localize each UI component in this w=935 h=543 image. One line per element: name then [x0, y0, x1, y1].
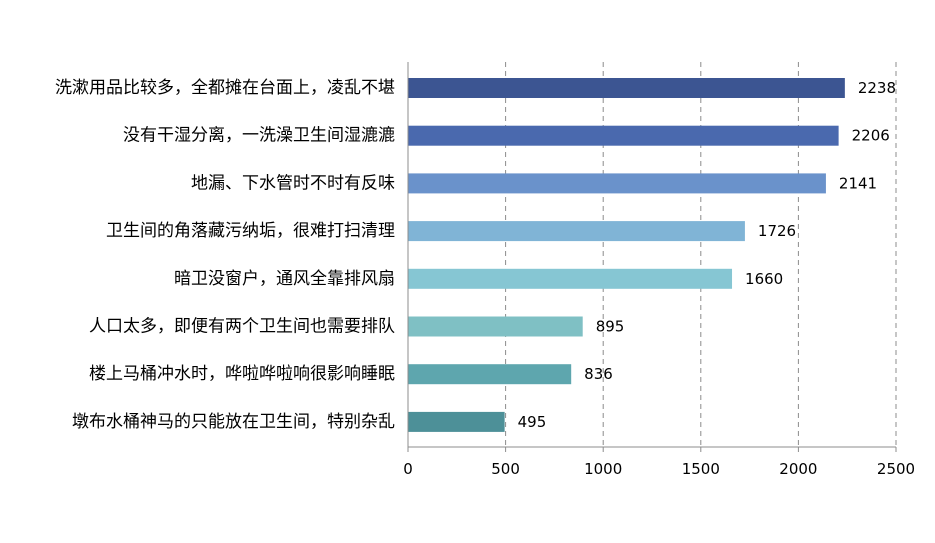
bar-5 [408, 268, 733, 289]
category-label-5: 暗卫没窗户，通风全靠排风扇 [174, 269, 395, 289]
bar-1 [408, 78, 845, 98]
category-label-6: 人口太多，即便有两个卫生间也需要排队 [89, 317, 395, 337]
bar-6 [408, 316, 583, 337]
bar-3 [408, 173, 826, 194]
category-label-8: 墩布水桶神马的只能放在卫生间，特别杂乱 [72, 412, 395, 432]
value-label-2: 2206 [852, 127, 890, 145]
value-label-1: 2238 [858, 79, 896, 97]
value-label-7: 836 [584, 365, 613, 383]
x-tick-label-500: 500 [491, 460, 520, 478]
value-label-6: 895 [596, 318, 625, 336]
bar-8 [408, 411, 505, 432]
x-tick-label-0: 0 [403, 460, 413, 478]
value-label-3: 2141 [839, 174, 877, 192]
value-label-8: 495 [518, 413, 547, 431]
x-tick-label-2500: 2500 [877, 460, 915, 478]
value-label-4: 1726 [758, 222, 796, 240]
x-tick-label-1500: 1500 [682, 460, 720, 478]
category-label-2: 没有干湿分离，一洗澡卫生间湿漉漉 [123, 126, 395, 146]
bar-2 [408, 125, 839, 146]
x-tick-label-2000: 2000 [779, 460, 817, 478]
value-label-5: 1660 [745, 270, 783, 288]
category-label-1: 洗漱用品比较多，全都摊在台面上，凌乱不堪 [55, 78, 395, 98]
bar-7 [408, 364, 572, 385]
bar-4 [408, 221, 745, 242]
x-tick-label-1000: 1000 [584, 460, 622, 478]
category-label-3: 地漏、下水管时不时有反味 [191, 173, 395, 193]
category-label-4: 卫生间的角落藏污纳垢，很难打扫清理 [106, 221, 395, 241]
category-label-7: 楼上马桶冲水时，哗啦哗啦响很影响睡眠 [89, 364, 395, 384]
